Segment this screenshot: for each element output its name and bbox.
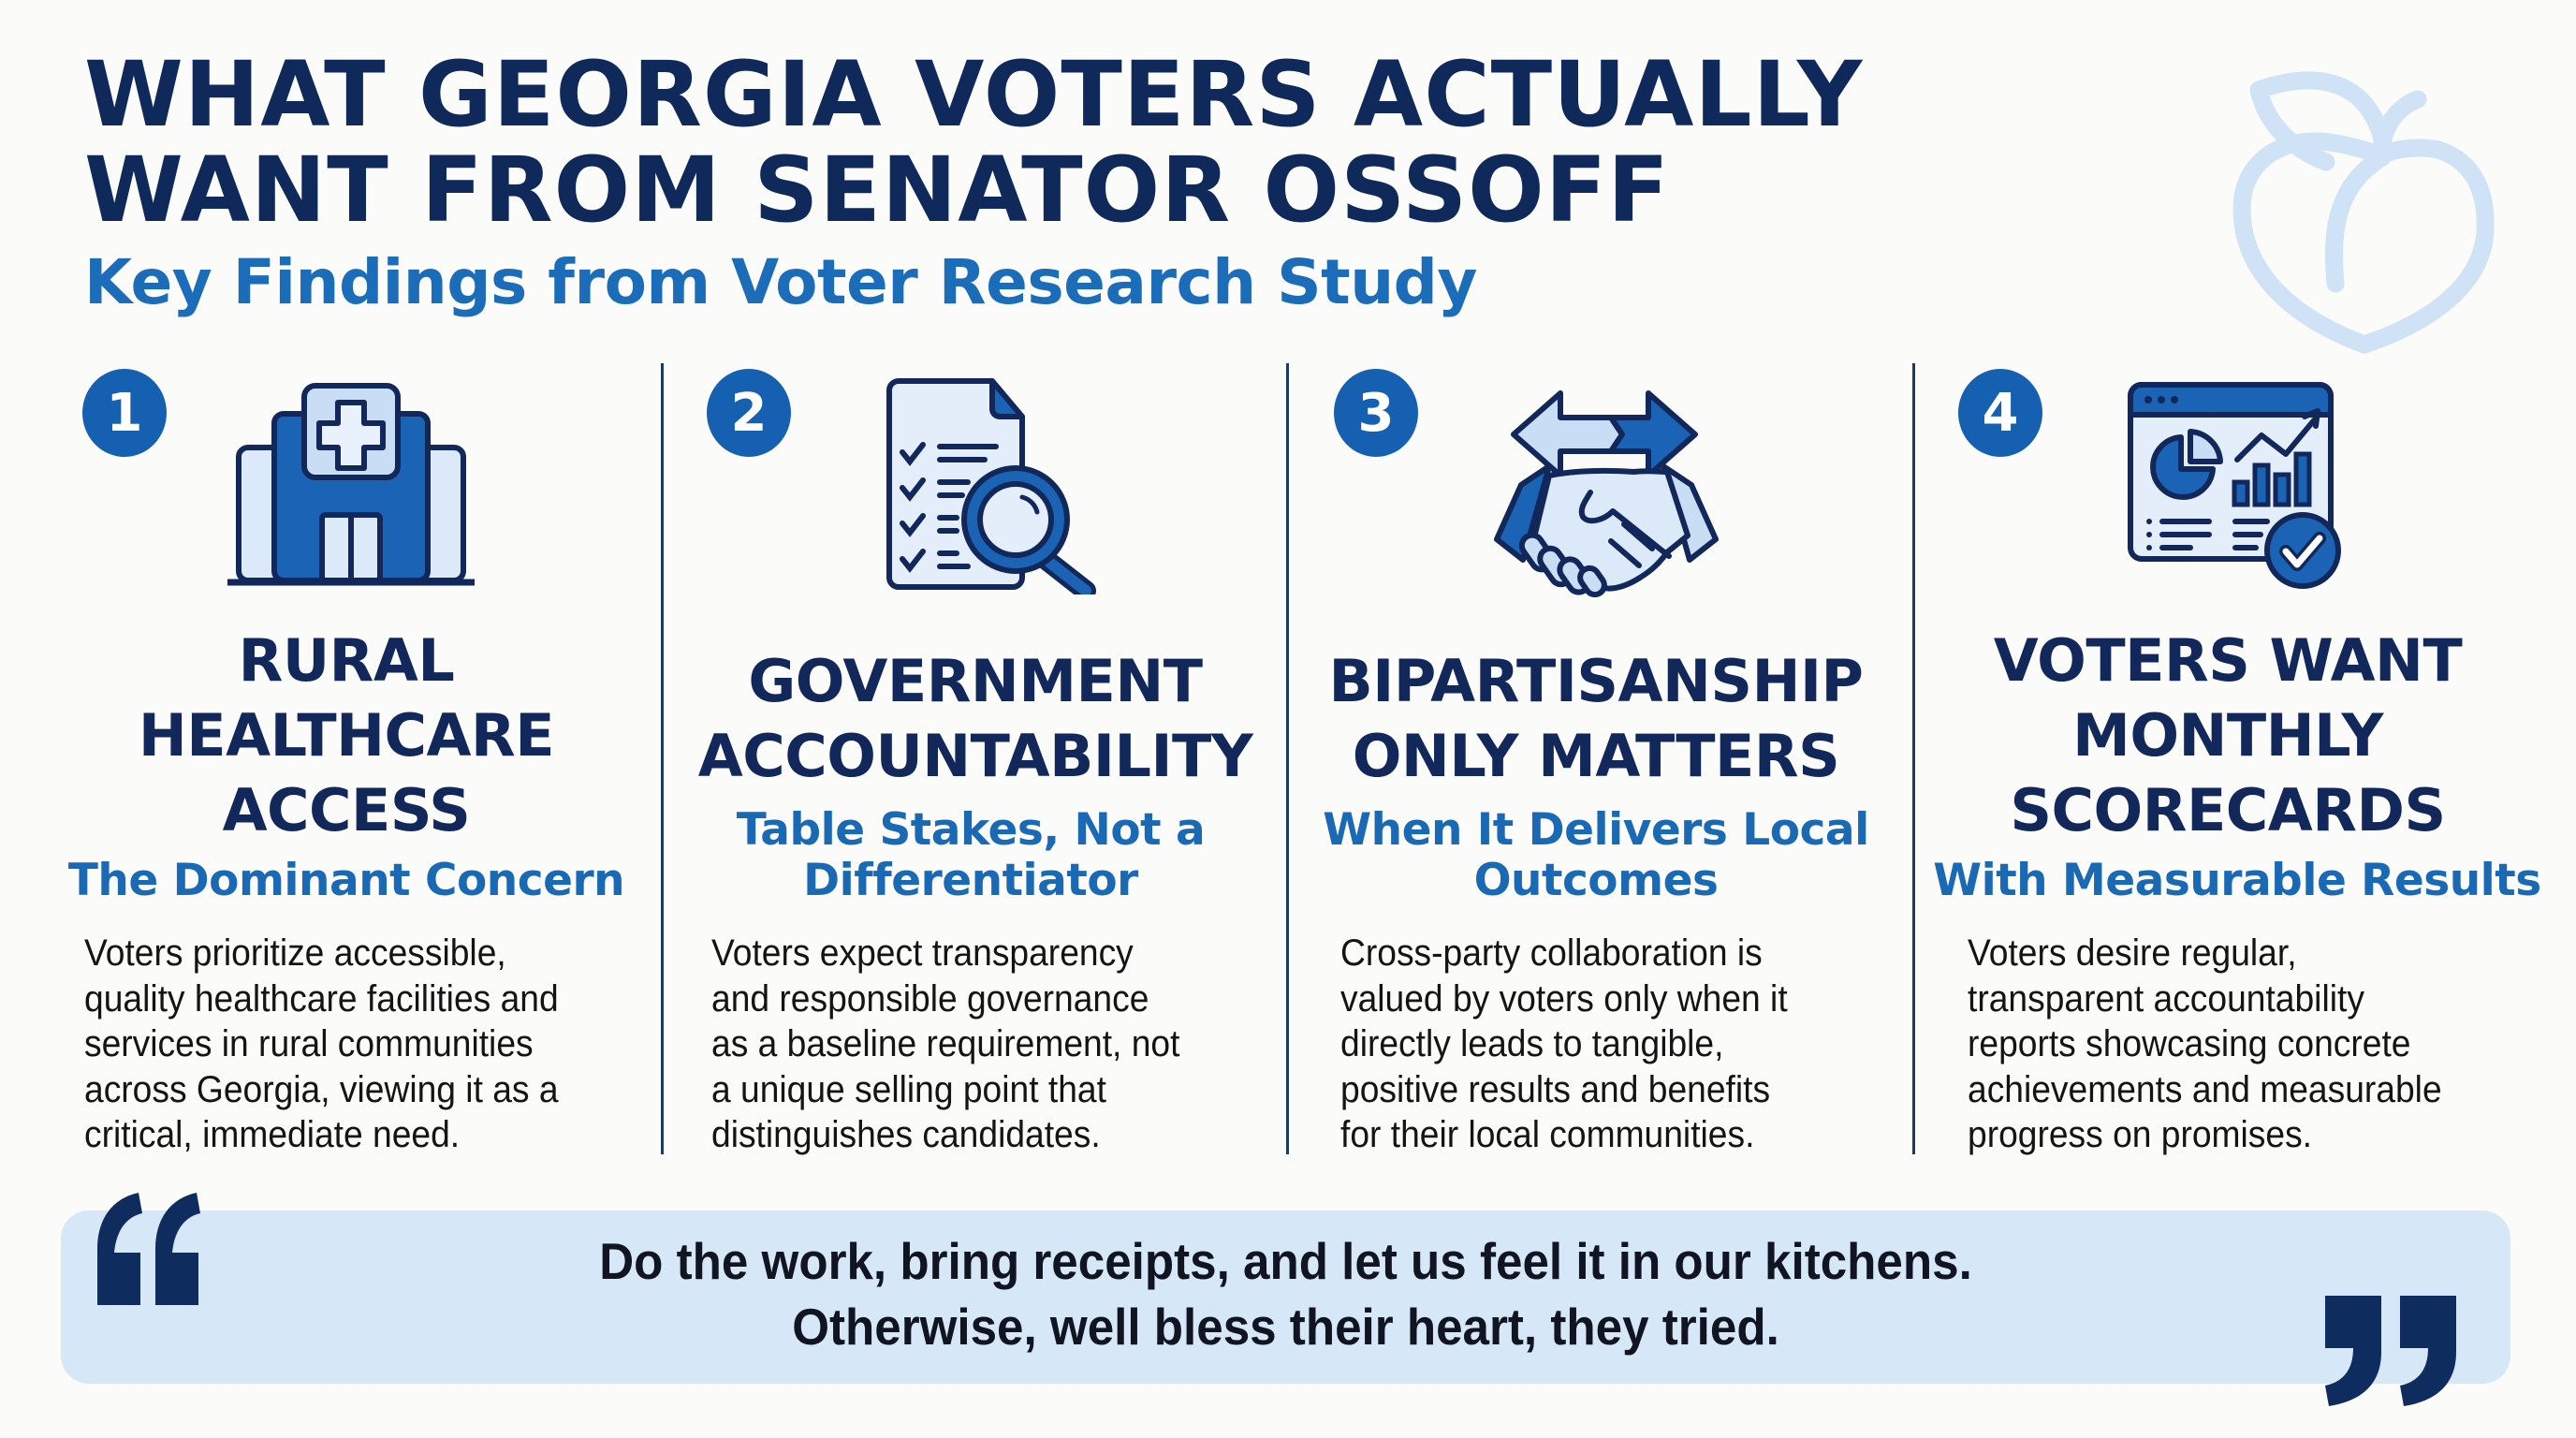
peach-icon <box>2232 45 2496 354</box>
finding-card-rural-healthcare: 1 RURAL HEALTHCARE ACCESS The Dominant C… <box>56 363 655 1159</box>
finding-description: Voters expect transparency and responsib… <box>711 932 1180 1155</box>
finding-subheading: Table Stakes, Not a Differentiator <box>736 804 1206 906</box>
quote-line-1: Do the work, bring receipts, and let us … <box>599 1232 1972 1290</box>
finding-number-badge: 3 <box>1334 369 1418 457</box>
finding-heading: GOVERNMENT ACCOUNTABILITY <box>697 647 1253 790</box>
column-divider <box>1912 363 1915 1154</box>
finding-description: Voters desire regular, transparent accou… <box>1968 932 2442 1155</box>
page-title: WHAT GEORGIA VOTERS ACTUALLY WANT FROM S… <box>84 47 1863 238</box>
open-quote-icon <box>94 1191 202 1312</box>
close-quote-icon <box>2321 1294 2464 1411</box>
title-line-2: WANT FROM SENATOR OSSOFF <box>84 138 1670 242</box>
checklist-magnifier-icon <box>882 377 1103 601</box>
finding-subheading: With Measurable Results <box>1933 855 2541 906</box>
quote-banner <box>61 1211 2510 1384</box>
column-divider <box>1286 363 1289 1154</box>
finding-number-badge: 1 <box>82 369 167 457</box>
finding-subheading: The Dominant Concern <box>67 855 625 906</box>
finding-card-bipartisanship: 3 BIPARTISANSHIP ONLY MATTERS When It D <box>1292 363 1910 1159</box>
quote-line-2: Otherwise, well bless their heart, they … <box>792 1298 1779 1356</box>
dashboard-report-check-icon <box>2125 379 2346 595</box>
hospital-icon <box>224 382 478 593</box>
finding-subheading: When It Delivers Local Outcomes <box>1323 804 1869 906</box>
handshake-arrows-icon <box>1474 382 1736 602</box>
finding-number-badge: 2 <box>707 369 791 457</box>
finding-description: Cross-party collaboration is valued by v… <box>1340 932 1788 1155</box>
finding-card-government-accountability: 2 GOVERNMENT ACCOUNTABILITY Table Stakes… <box>666 363 1284 1159</box>
finding-heading: RURAL HEALTHCARE ACCESS <box>138 626 555 844</box>
finding-heading: BIPARTISANSHIP ONLY MATTERS <box>1328 647 1864 790</box>
finding-card-monthly-scorecards: 4 VOTERS WANT MONTHLY <box>1919 363 2565 1159</box>
finding-heading: VOTERS WANT MONTHLY SCORECARDS <box>1993 626 2463 844</box>
title-line-1: WHAT GEORGIA VOTERS ACTUALLY <box>84 42 1864 147</box>
page-subtitle: Key Findings from Voter Research Study <box>84 246 1477 318</box>
finding-description: Voters prioritize accessible, quality he… <box>84 932 559 1155</box>
quote-text: Do the work, bring receipts, and let us … <box>147 1228 2425 1359</box>
column-divider <box>661 363 664 1154</box>
finding-number-badge: 4 <box>1958 369 2042 457</box>
